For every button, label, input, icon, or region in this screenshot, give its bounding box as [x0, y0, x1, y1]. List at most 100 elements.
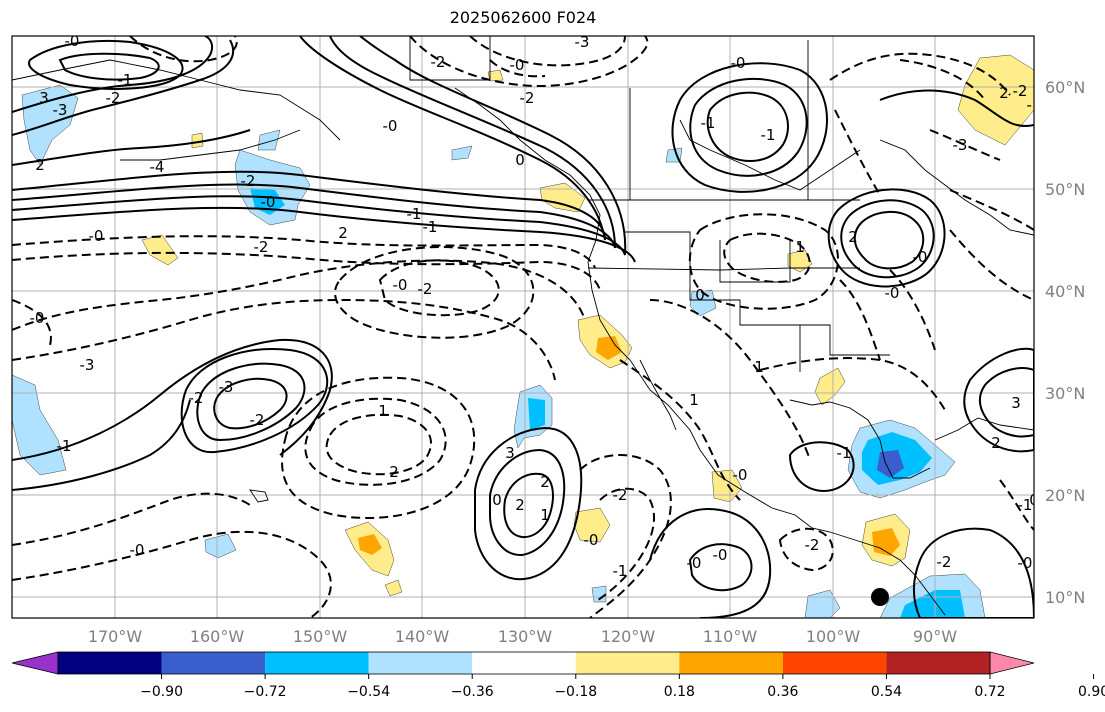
colorbar-segment [368, 652, 473, 674]
colorbar-tick-label: −0.18 [554, 684, 597, 700]
contour-label: -3 [53, 101, 68, 119]
colorbar-segment [265, 652, 369, 674]
colorbar-segment [679, 652, 783, 674]
latitude-label: 10°N [1045, 588, 1085, 607]
contour-label: -0 [261, 193, 276, 211]
colorbar-segment [472, 652, 576, 674]
contour-label: -2 [254, 238, 269, 256]
latitude-label: 20°N [1045, 486, 1085, 505]
colorbar-tick-label: 0.18 [664, 684, 695, 700]
longitude-label: 130°W [498, 627, 553, 646]
colorbar-extend-left [11, 651, 59, 675]
colorbar-segment [161, 652, 266, 674]
contour-label: -2 [1013, 82, 1028, 100]
contour-label: -0 [733, 466, 748, 484]
contour-label: -2 [250, 411, 265, 429]
contour-label: -3 [219, 378, 234, 396]
colorbar-segment [58, 652, 162, 674]
contour-label: -0 [687, 554, 702, 572]
contour-label: -0 [584, 531, 599, 549]
contour-label: 2 [338, 224, 348, 242]
longitude-label: 90°W [913, 627, 957, 646]
colorbar-tick-label: 0.36 [767, 684, 798, 700]
colorbar-segment [886, 652, 990, 674]
latitude-label: 30°N [1045, 384, 1085, 403]
contour-label: -0 [130, 541, 145, 559]
colorbar-segment [575, 652, 680, 674]
contour-label: 2 [991, 434, 1001, 452]
longitude-label: 150°W [293, 627, 348, 646]
contour-label: -2 [189, 389, 204, 407]
contour-label: -1 [613, 562, 628, 580]
contour-label: -2 [613, 486, 628, 504]
contour-label: 2 [515, 496, 525, 514]
contour-label: 2 [389, 463, 399, 481]
colorbar-tick-label: −0.36 [451, 684, 494, 700]
contour-label: -2 [418, 280, 433, 298]
contour-label: 2 [35, 156, 45, 174]
map-title: 2025062600 F024 [449, 8, 597, 27]
contour-label: -0 [1018, 554, 1033, 572]
contour-label: -4 [150, 158, 165, 176]
longitude-label: 100°W [806, 627, 861, 646]
contour-label: -0 [65, 32, 80, 50]
longitude-label: 160°W [190, 627, 245, 646]
contour-label: -1 [1018, 496, 1033, 514]
colorbar-tick-label: −0.54 [347, 684, 390, 700]
contour-label: -1 [837, 444, 852, 462]
contour-label: -0 [510, 56, 525, 74]
contour-label: 1 [754, 358, 764, 376]
contour-label: -1 [761, 126, 776, 144]
contour-lines [12, 36, 1034, 618]
contour-label: -1 [118, 71, 133, 89]
contour-label: -0 [383, 117, 398, 135]
contour-label: -0 [885, 284, 900, 302]
longitude-labels: 170°W 160°W 150°W 140°W 130°W 120°W 110°W 100°W… [88, 627, 957, 646]
contour-label: -3 [575, 33, 590, 51]
contour-label: -0 [393, 276, 408, 294]
contour-label: -0 [731, 54, 746, 72]
latitude-label: 60°N [1045, 78, 1085, 97]
contour-label: -0 [30, 309, 45, 327]
contour-label: -2 [431, 53, 446, 71]
contour-label: 0 [1029, 491, 1039, 509]
contour-label-group: -0-1-23-4-2-0-0-1-22-2-0-3-3-212-1-0-2-3… [30, 32, 1042, 580]
longitude-label: 140°W [395, 627, 450, 646]
colorbar-extend-right [989, 651, 1035, 675]
contour-label: 1 [795, 238, 805, 256]
contour-label: -2 [805, 536, 820, 554]
contour-label: -1 [1027, 96, 1042, 114]
contour-label: -2 [241, 172, 256, 190]
colorbar-tick-label: −0.90 [140, 684, 183, 700]
colorbar-segment [782, 652, 887, 674]
latitude-label: 50°N [1045, 180, 1085, 199]
contour-label: 1 [378, 402, 388, 420]
contour-label: 0 [695, 286, 705, 304]
colorbar-tick-label: −0.72 [244, 684, 287, 700]
longitude-label: 120°W [601, 627, 656, 646]
longitude-label: 110°W [703, 627, 758, 646]
contour-label: -3 [80, 356, 95, 374]
contour-label: -0 [713, 546, 728, 564]
contour-label: -2 [937, 553, 952, 571]
contour-label: -2 [106, 89, 121, 107]
latitude-label: 40°N [1045, 282, 1085, 301]
contour-label: -1 [57, 437, 72, 455]
contour-label: 0 [515, 151, 525, 169]
contour-label: 2 [540, 473, 550, 491]
contour-label: 1 [689, 391, 699, 409]
contour-label: -2 [520, 89, 535, 107]
contour-label: 2 [848, 228, 858, 246]
longitude-label: 170°W [88, 627, 143, 646]
contour-label: 0 [492, 491, 502, 509]
contour-label: 3 [39, 89, 49, 107]
colorbar-tick-label: 0.90 [1078, 684, 1105, 700]
contour-label: -0 [913, 248, 928, 266]
contour-label: 3 [505, 444, 515, 462]
contour-label: -1 [423, 218, 438, 236]
contour-label: 2 [999, 84, 1009, 102]
anomaly-shading [12, 54, 1034, 618]
map-frame [11, 35, 1035, 619]
contour-label: -0 [89, 227, 104, 245]
